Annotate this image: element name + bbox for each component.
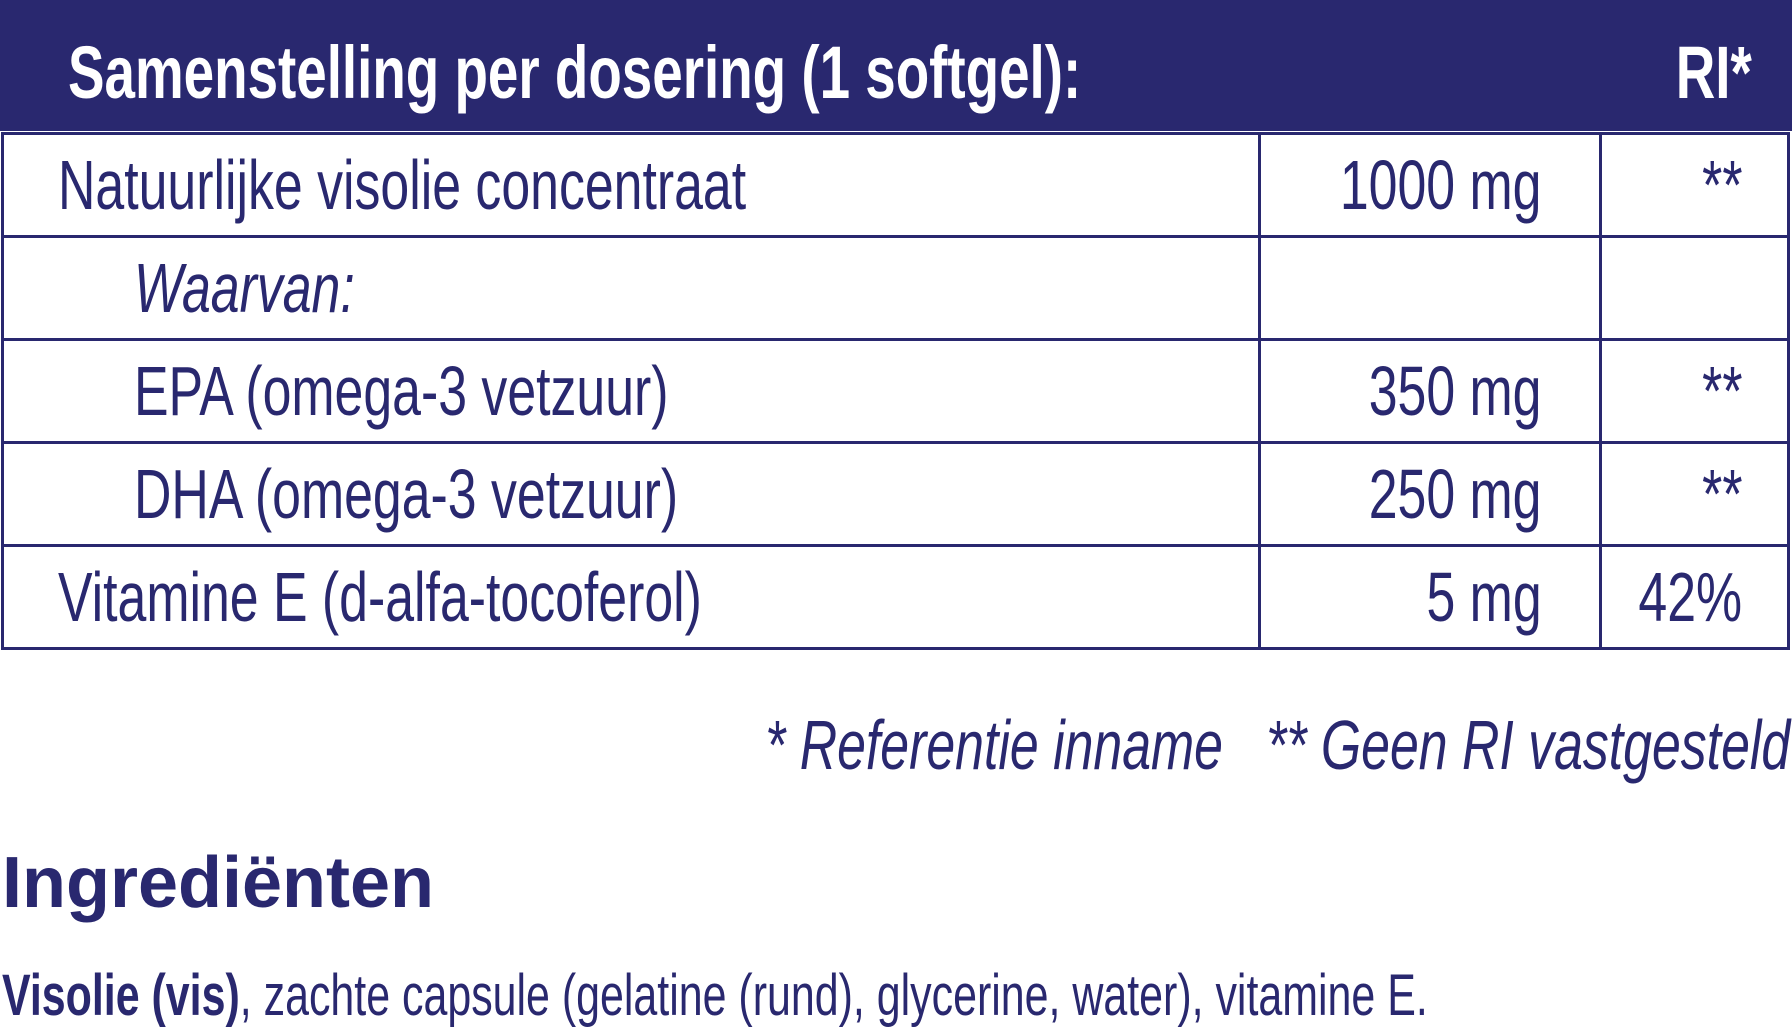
footnote: * Referentie inname ** Geen RI vastgeste… bbox=[764, 706, 1790, 784]
table-row: EPA (omega-3 vetzuur) 350 mg ** bbox=[1, 338, 1791, 444]
row-name: Vitamine E (d-alfa-tocoferol) bbox=[58, 558, 702, 636]
table-title: Samenstelling per dosering (1 softgel): bbox=[68, 31, 1082, 114]
row-ri: ** bbox=[1701, 455, 1742, 533]
row-ri: ** bbox=[1701, 146, 1742, 224]
ri-header: RI* bbox=[1675, 31, 1752, 114]
row-name: Natuurlijke visolie concentraat bbox=[58, 146, 747, 224]
row-name: DHA (omega-3 vetzuur) bbox=[134, 455, 679, 533]
row-ri: 42% bbox=[1638, 558, 1742, 636]
row-amount: 1000 mg bbox=[1340, 146, 1542, 224]
table-header: Samenstelling per dosering (1 softgel): … bbox=[0, 0, 1792, 131]
table-row: Waarvan: bbox=[1, 235, 1791, 341]
row-amount: 350 mg bbox=[1369, 352, 1542, 430]
ingredients-title: Ingrediënten bbox=[2, 843, 435, 923]
row-name: EPA (omega-3 vetzuur) bbox=[134, 352, 669, 430]
ingredients-rest: , zachte capsule (gelatine (rund), glyce… bbox=[239, 963, 1428, 1028]
ingredients-bold: Visolie (vis) bbox=[2, 963, 240, 1028]
nutrition-table: Natuurlijke visolie concentraat 1000 mg **… bbox=[1, 132, 1791, 650]
row-amount: 5 mg bbox=[1426, 558, 1542, 636]
row-name: Waarvan: bbox=[134, 249, 355, 327]
row-ri: ** bbox=[1701, 352, 1742, 430]
table-row: Natuurlijke visolie concentraat 1000 mg ** bbox=[1, 132, 1791, 238]
table-row: DHA (omega-3 vetzuur) 250 mg ** bbox=[1, 441, 1791, 547]
ingredients-text: Visolie (vis), zachte capsule (gelatine … bbox=[2, 962, 1792, 1029]
row-amount: 250 mg bbox=[1369, 455, 1542, 533]
table-row: Vitamine E (d-alfa-tocoferol) 5 mg 42% bbox=[1, 544, 1791, 650]
